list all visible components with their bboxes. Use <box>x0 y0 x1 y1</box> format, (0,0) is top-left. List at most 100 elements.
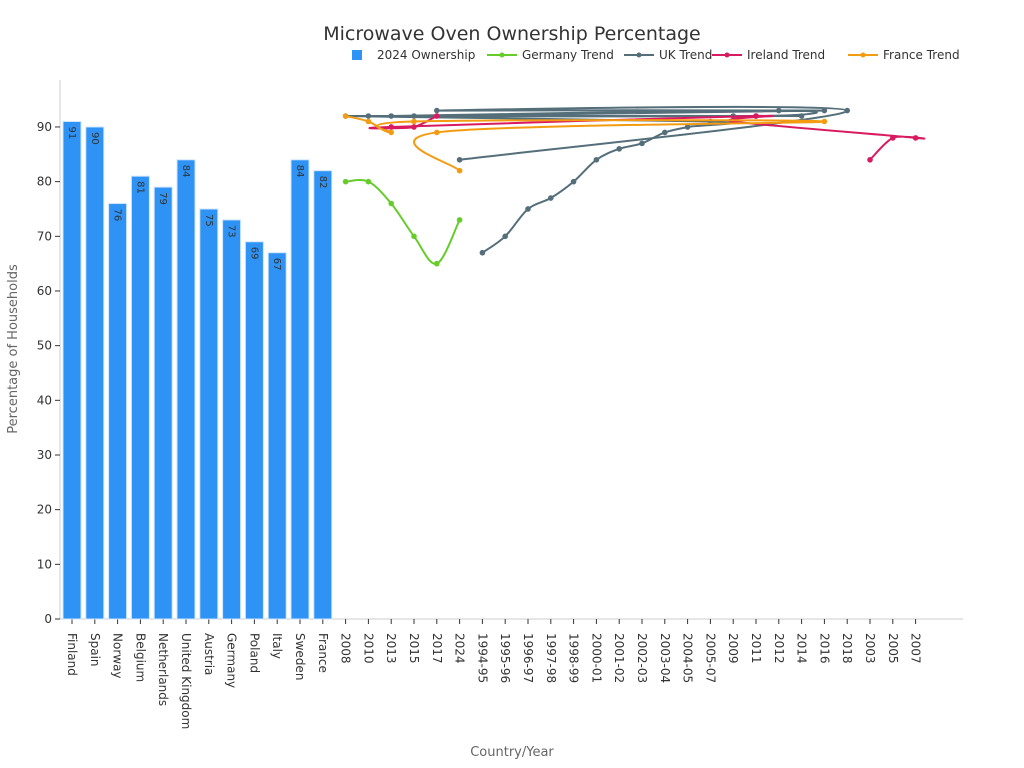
bar <box>244 241 264 620</box>
series-line-1 <box>344 105 849 254</box>
data-point <box>753 113 759 119</box>
data-point <box>593 156 600 163</box>
x-tick-label: 2010 <box>361 633 375 664</box>
data-point <box>456 217 463 223</box>
x-tick-label: 2018 <box>840 633 854 664</box>
data-point <box>502 233 509 240</box>
x-tick-label: 2016 <box>817 633 831 664</box>
bar-label: 91 <box>66 127 77 140</box>
x-tick-label: 2000-01 <box>589 633 603 683</box>
axes: 0 10 20 30 40 50 60 70 80 90 Finland Spain Norway Bel… <box>37 80 963 729</box>
x-tick-label: 2009 <box>726 633 740 664</box>
x-tick-label: 1996-97 <box>521 633 535 683</box>
y-tick-label: 80 <box>37 175 52 189</box>
bar-label: 76 <box>112 209 123 222</box>
data-point <box>388 129 395 136</box>
bar <box>85 126 105 620</box>
data-point <box>342 178 349 185</box>
bar-label: 79 <box>157 192 168 205</box>
x-tick-label: 2011 <box>749 633 763 664</box>
x-tick-label: 2001-02 <box>612 633 626 683</box>
data-point <box>776 107 782 114</box>
legend-label: UK Trend <box>659 48 712 62</box>
x-tick-label: Finland <box>65 633 79 676</box>
x-axis-title: Country/Year <box>470 745 554 760</box>
y-tick-label: 0 <box>44 612 52 626</box>
data-point <box>867 156 873 163</box>
x-tick-label: 2013 <box>384 633 398 664</box>
y-tick-label: 90 <box>37 120 52 134</box>
data-point <box>365 178 372 185</box>
data-point <box>570 178 577 185</box>
data-point <box>388 113 395 119</box>
data-point <box>411 118 417 125</box>
data-point <box>411 113 417 119</box>
data-point <box>616 146 622 152</box>
x-tick-label: 2014 <box>795 633 809 664</box>
bar <box>199 208 219 620</box>
legend-label: France Trend <box>883 48 960 62</box>
bar-label: 73 <box>226 225 237 238</box>
bar <box>130 175 150 620</box>
legend-marker <box>499 52 505 58</box>
x-tick-label: Norway <box>111 633 125 679</box>
bar-label: 84 <box>294 165 305 178</box>
data-point <box>456 167 463 174</box>
bar-label: 69 <box>248 247 259 260</box>
x-tick-label: Germany <box>225 633 239 688</box>
x-tick-label: 2015 <box>407 633 421 664</box>
bar <box>267 252 287 620</box>
bar-label: 90 <box>89 132 100 145</box>
x-tick-label: 2004-05 <box>681 633 695 683</box>
legend-label: Ireland Trend <box>747 48 825 62</box>
x-tick-label: Poland <box>247 633 261 673</box>
y-tick-label: 10 <box>37 557 52 571</box>
data-point <box>365 118 372 125</box>
data-point <box>912 135 919 141</box>
bar-label: 82 <box>317 176 328 189</box>
data-point <box>388 200 395 207</box>
bar-label: 75 <box>203 214 214 227</box>
legend-marker <box>636 52 642 58</box>
x-tick-label: 1997-98 <box>544 633 558 683</box>
x-tick-label: 1998-99 <box>567 633 581 683</box>
x-tick-label: 2012 <box>772 633 786 664</box>
data-point <box>434 113 440 119</box>
data-point <box>365 113 372 119</box>
bar-label: 81 <box>134 181 145 194</box>
data-point <box>684 124 691 130</box>
data-point <box>479 249 486 256</box>
data-point <box>548 195 554 201</box>
x-tick-label: Belgium <box>133 633 147 682</box>
x-tick-label: 2003 <box>863 633 877 664</box>
legend-swatch-bar <box>352 50 362 60</box>
legend-marker <box>724 52 730 58</box>
y-axis-title: Percentage of Households <box>6 264 21 434</box>
bar <box>153 186 173 620</box>
data-point <box>411 233 417 240</box>
x-tick-label: 2008 <box>339 633 353 664</box>
x-tick-label: United Kingdom <box>179 633 193 729</box>
x-tick-label: Spain <box>88 633 102 667</box>
legend-label: Germany Trend <box>522 48 614 62</box>
series-line-0 <box>345 179 461 265</box>
x-tick-label: 2024 <box>453 633 467 664</box>
bar <box>176 159 196 620</box>
bar <box>108 203 128 620</box>
bar <box>313 170 333 620</box>
data-point <box>525 206 531 212</box>
y-tick-label: 50 <box>37 339 52 353</box>
bar <box>290 159 310 620</box>
data-point <box>434 129 440 136</box>
data-point <box>821 107 828 114</box>
data-point <box>821 118 828 125</box>
x-tick-label: 2017 <box>430 633 444 664</box>
x-tick-label: 1994-95 <box>475 633 489 683</box>
x-tick-label: 2007 <box>909 633 923 664</box>
x-tick-label: 2003-04 <box>658 633 672 683</box>
y-tick-label: 70 <box>37 229 52 243</box>
data-point <box>798 113 805 119</box>
data-point <box>434 107 440 114</box>
data-point <box>639 140 645 147</box>
data-point <box>388 124 395 130</box>
